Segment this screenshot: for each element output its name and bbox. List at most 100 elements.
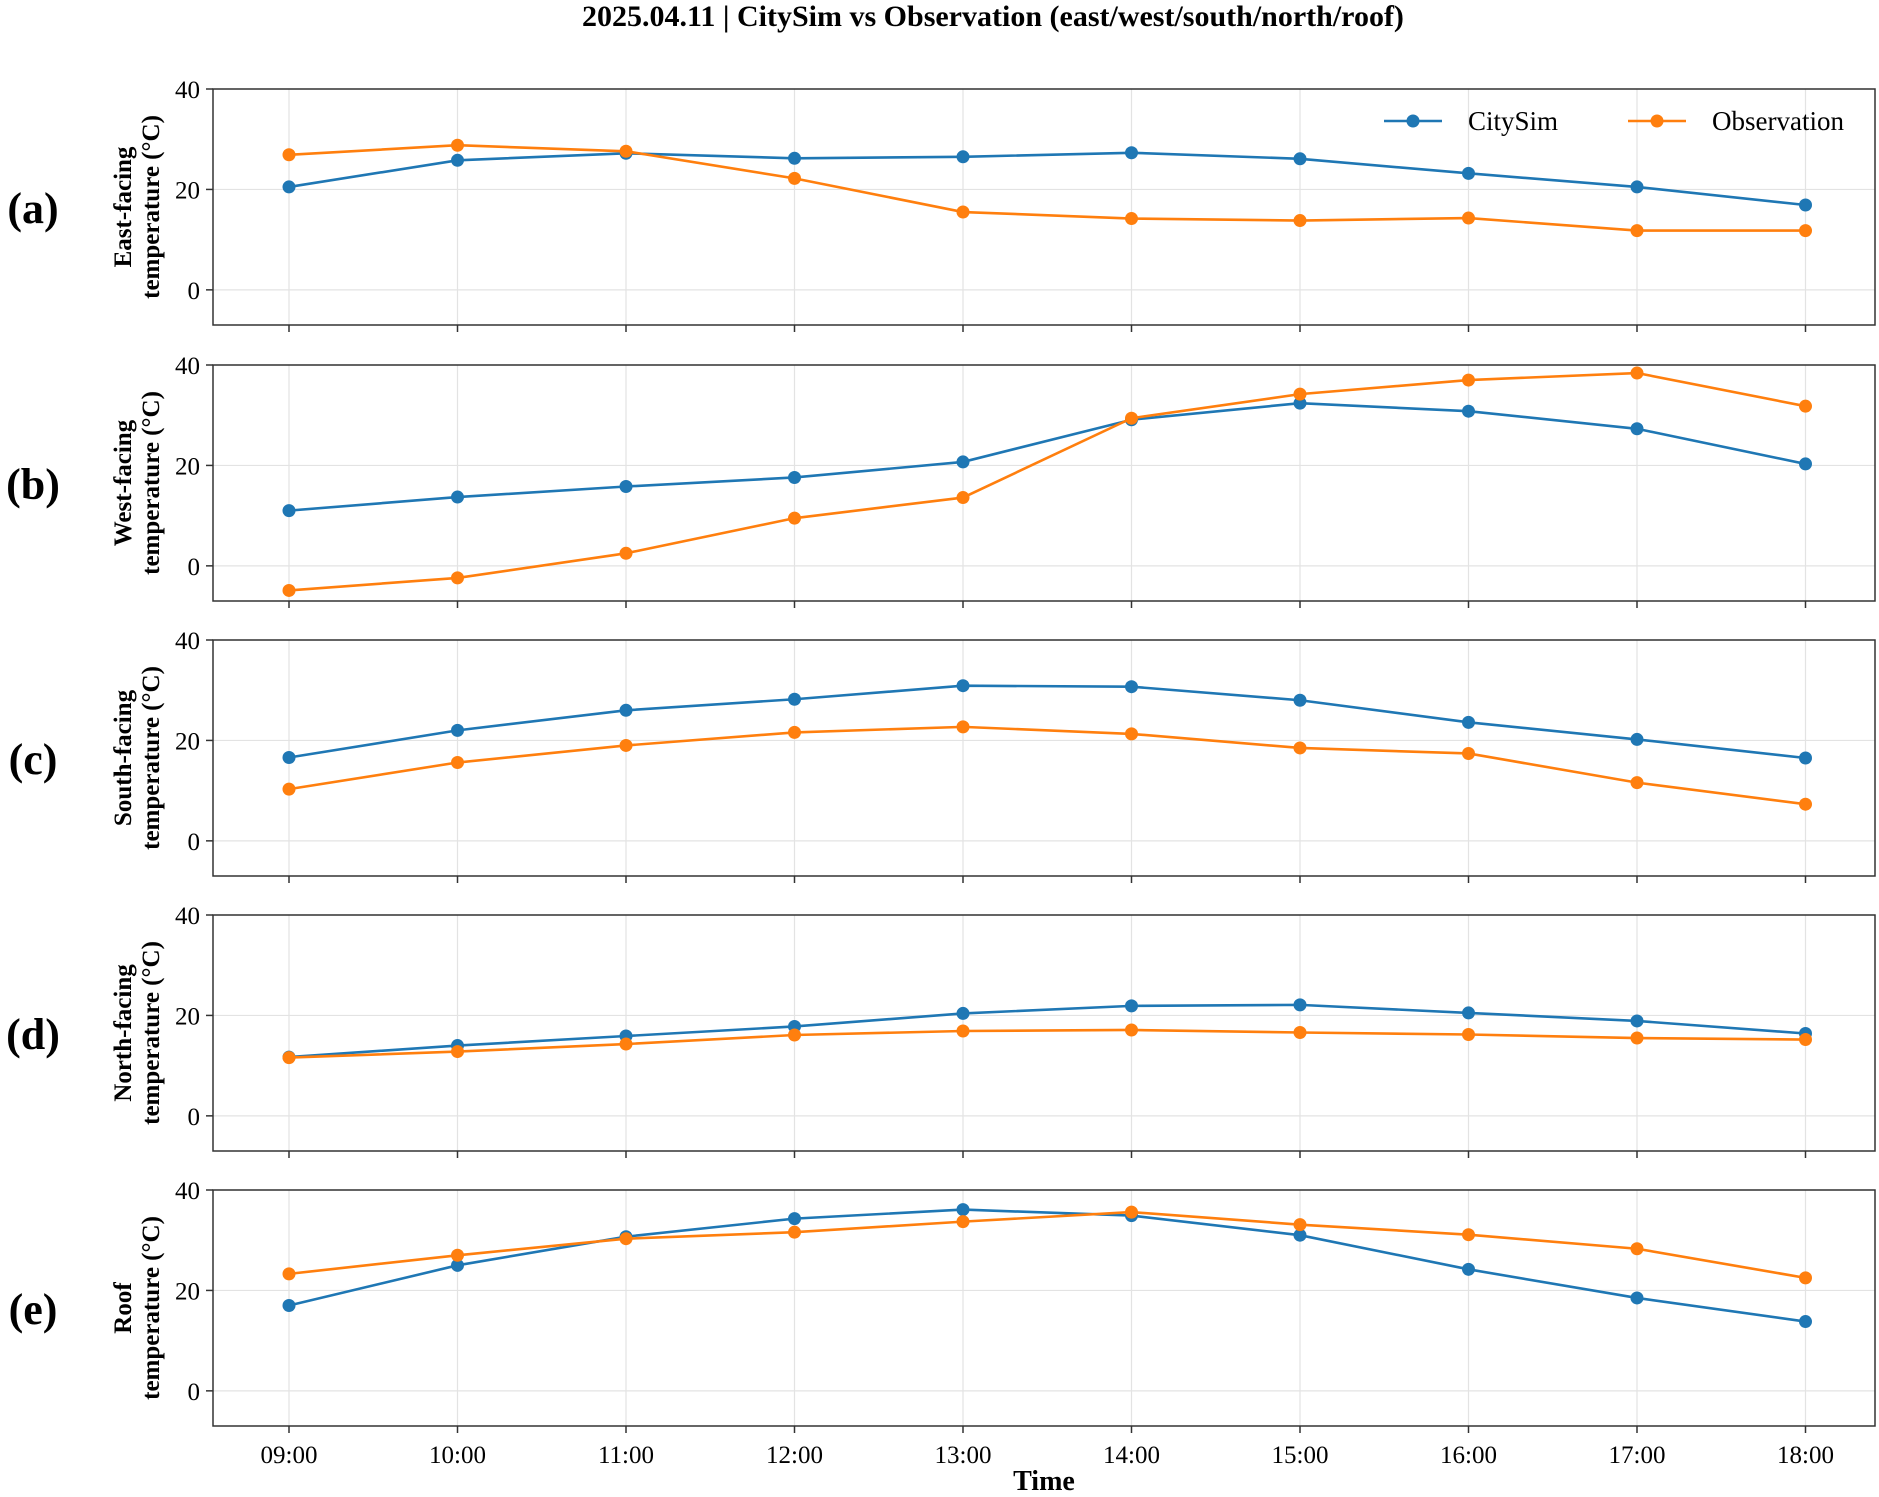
data-point-citysim	[451, 490, 464, 504]
data-point-observation	[619, 1232, 633, 1246]
panel-frame	[212, 914, 1876, 1152]
y-axis-label-line1: West-facing	[110, 419, 137, 546]
series-line-citysim	[288, 401, 1806, 512]
data-point-citysim	[451, 1258, 464, 1272]
data-point-observation	[1125, 727, 1138, 741]
data-point-observation	[1125, 1023, 1138, 1037]
data-point-observation	[1293, 741, 1307, 755]
panel-e: 0 20 40 Roof temperature (°C) (e) 09:00 10:00 11…	[9, 1178, 1876, 1469]
data-point-citysim	[1799, 1315, 1812, 1329]
data-point-observation	[956, 1215, 970, 1229]
y-axis-label-line2: temperature (°C)	[138, 1216, 165, 1400]
data-point-observation	[282, 782, 296, 796]
data-point-observation	[1462, 1228, 1475, 1242]
data-point-citysim	[956, 150, 970, 164]
data-point-observation	[451, 756, 464, 770]
data-point-citysim	[1125, 999, 1138, 1013]
data-point-citysim	[788, 1212, 801, 1226]
panel-frame	[212, 88, 1876, 326]
series-line-observation	[288, 143, 1806, 232]
data-point-observation	[1293, 387, 1307, 401]
data-point-citysim	[1462, 1006, 1475, 1020]
data-point-citysim	[956, 679, 970, 693]
y-tick-label: 40	[175, 77, 200, 104]
series-line-citysim	[288, 151, 1806, 207]
panel-letter: (b)	[6, 460, 60, 509]
x-tick-label: 10:00	[429, 1442, 486, 1469]
data-point-observation	[282, 1051, 296, 1065]
data-point-observation	[1630, 366, 1644, 380]
y-tick-label: 20	[175, 1003, 200, 1030]
data-point-observation	[282, 148, 296, 162]
y-axis-label-line2: temperature (°C)	[138, 391, 165, 575]
legend-marker-observation	[1650, 114, 1664, 128]
data-point-citysim	[1462, 166, 1475, 180]
data-point-observation	[451, 571, 464, 585]
x-tick-label: 17:00	[1609, 1442, 1666, 1469]
y-axis-label-line1: North-facing	[110, 964, 137, 1102]
legend-marker-citysim	[1406, 114, 1420, 128]
legend-label-observation: Observation	[1712, 106, 1844, 136]
x-tick-label: 11:00	[598, 1442, 654, 1469]
data-point-citysim	[1462, 715, 1475, 729]
data-point-citysim	[788, 151, 801, 165]
data-point-citysim	[788, 692, 801, 706]
y-axis-label-line1: Roof	[110, 1282, 137, 1334]
data-point-citysim	[282, 180, 296, 194]
data-point-observation	[788, 1028, 801, 1042]
series-line-citysim	[288, 684, 1806, 760]
legend: CitySim Observation	[1384, 106, 1844, 136]
series-line-observation	[288, 371, 1806, 592]
x-tick-label: 16:00	[1440, 1442, 1497, 1469]
data-point-observation	[1293, 1025, 1307, 1039]
panel-letter: (a)	[7, 184, 58, 233]
data-point-observation	[1293, 1218, 1307, 1232]
data-point-citysim	[1293, 998, 1307, 1012]
data-point-observation	[1462, 1028, 1475, 1042]
y-axis-label-line2: temperature (°C)	[138, 666, 165, 850]
panel-frame	[212, 639, 1876, 877]
data-point-observation	[1462, 373, 1475, 387]
data-point-citysim	[956, 455, 970, 469]
data-point-citysim	[619, 703, 633, 717]
y-tick-label: 20	[175, 453, 200, 480]
data-point-citysim	[451, 153, 464, 167]
data-point-citysim	[1125, 146, 1138, 160]
y-tick-label: 20	[175, 1278, 200, 1305]
data-point-citysim	[1293, 1228, 1307, 1242]
data-point-citysim	[1630, 1291, 1644, 1305]
series-line-observation	[288, 1210, 1806, 1280]
data-point-observation	[788, 725, 801, 739]
panel-b: 0 20 40 West-facing temperature (°C) (b)	[6, 353, 1876, 608]
series-line-citysim	[288, 1003, 1806, 1059]
data-point-citysim	[282, 750, 296, 764]
data-point-observation	[1799, 1271, 1812, 1285]
panel-c: 0 20 40 South-facing temperature (°C) (c)	[9, 628, 1876, 883]
data-point-observation	[1125, 212, 1138, 226]
data-point-observation	[1799, 224, 1812, 238]
y-axis-label-line1: East-facing	[110, 146, 137, 267]
data-point-citysim	[1630, 1014, 1644, 1028]
y-tick-label: 40	[175, 353, 200, 380]
data-point-citysim	[1462, 1262, 1475, 1276]
panel-letter: (d)	[6, 1010, 60, 1059]
data-point-citysim	[788, 470, 801, 484]
data-point-citysim	[956, 1006, 970, 1020]
data-point-observation	[1125, 1205, 1138, 1219]
data-point-observation	[1799, 797, 1812, 811]
data-point-citysim	[282, 1298, 296, 1312]
panel-frame	[212, 364, 1876, 602]
data-point-citysim	[1293, 693, 1307, 707]
data-point-observation	[451, 138, 464, 152]
data-point-observation	[1799, 1033, 1812, 1047]
data-point-observation	[788, 171, 801, 185]
data-point-observation	[1799, 399, 1812, 413]
data-point-observation	[282, 1267, 296, 1281]
x-tick-label: 14:00	[1103, 1442, 1160, 1469]
data-point-observation	[788, 1225, 801, 1239]
data-point-observation	[451, 1248, 464, 1262]
data-point-citysim	[1293, 396, 1307, 410]
panel-a: 0 20 40 East-facing temperature (°C) (a) CityS…	[7, 77, 1876, 332]
data-point-citysim	[1630, 180, 1644, 194]
